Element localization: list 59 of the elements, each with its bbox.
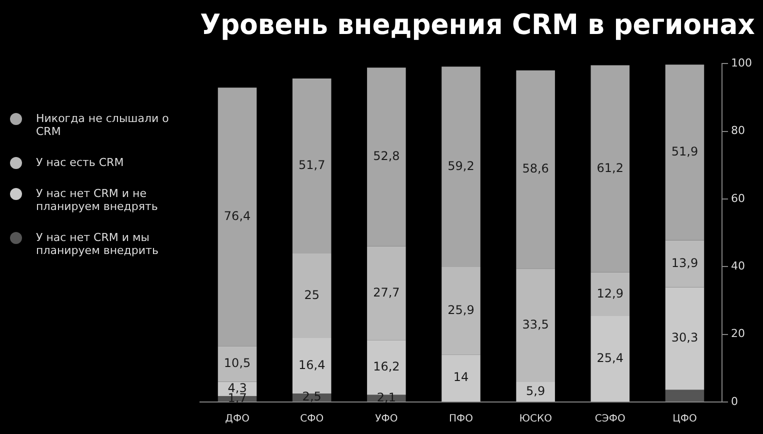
data-label: 76,4: [224, 209, 251, 224]
y-tick-label: 80: [731, 124, 746, 138]
bar: [442, 354, 480, 402]
bar: [516, 382, 555, 402]
data-label: 25,9: [448, 302, 474, 317]
y-tick-label: 100: [731, 56, 752, 70]
bar: [665, 287, 704, 390]
data-label: 30,3: [671, 330, 698, 345]
bar: [665, 64, 704, 240]
bar: [367, 246, 406, 340]
data-label: 16,2: [373, 360, 400, 374]
data-label: 61,2: [596, 160, 624, 175]
bar: [218, 346, 257, 382]
legend-label: Никогда не слышали о CRM: [36, 112, 170, 138]
data-label: 14: [453, 370, 469, 384]
bar: [590, 65, 630, 272]
legend-label: У нас есть CRM: [36, 156, 124, 169]
data-label: 16,4: [298, 358, 326, 372]
bar: [590, 316, 630, 402]
legend-label: У нас нет CRM и мы планируем внедрить: [36, 231, 160, 257]
bar: [292, 253, 332, 338]
y-tick-label: 60: [731, 192, 746, 205]
data-label: 25,4: [596, 350, 624, 365]
data-label: 2,5: [302, 390, 322, 404]
data-label: 51,7: [298, 158, 326, 172]
data-label: 2,1: [376, 390, 396, 404]
y-tick-label: 20: [731, 327, 746, 340]
data-label: 51,9: [671, 144, 698, 159]
data-label: 59,2: [448, 158, 474, 173]
data-label: 27,7: [373, 285, 400, 300]
data-label: 33,5: [522, 317, 549, 332]
data-label: 5,9: [526, 384, 546, 398]
chart-title: Уровень внедрения CRM в регионах: [200, 9, 756, 42]
x-tick-label: УФО: [375, 414, 398, 425]
x-tick-label: ЮСКО: [519, 414, 552, 425]
data-label: 12,9: [596, 286, 624, 300]
bar: [292, 78, 332, 254]
x-tick-label: ЦФО: [672, 414, 697, 425]
data-label: 25: [304, 288, 320, 302]
bar: [665, 240, 704, 288]
x-tick-label: ДФО: [225, 414, 250, 425]
bar: [665, 390, 704, 402]
bar: [516, 268, 555, 382]
data-label: 58,6: [522, 162, 549, 176]
data-label: 10,5: [224, 356, 251, 370]
bar: [442, 266, 480, 355]
bar: [218, 88, 257, 346]
data-label: 13,9: [671, 256, 698, 270]
bar: [367, 68, 406, 246]
y-tick-label: 0: [731, 394, 738, 408]
legend-label: У нас нет CRM и не планируем внедрять: [36, 187, 159, 213]
bar: [442, 66, 480, 267]
x-tick-label: СЭФО: [594, 414, 626, 425]
x-tick-label: ПФО: [449, 414, 474, 425]
bar: [516, 70, 555, 269]
bar: [590, 272, 630, 316]
data-label: 52,8: [373, 149, 400, 164]
x-tick-label: СФО: [300, 414, 324, 425]
y-tick-label: 40: [731, 260, 746, 272]
